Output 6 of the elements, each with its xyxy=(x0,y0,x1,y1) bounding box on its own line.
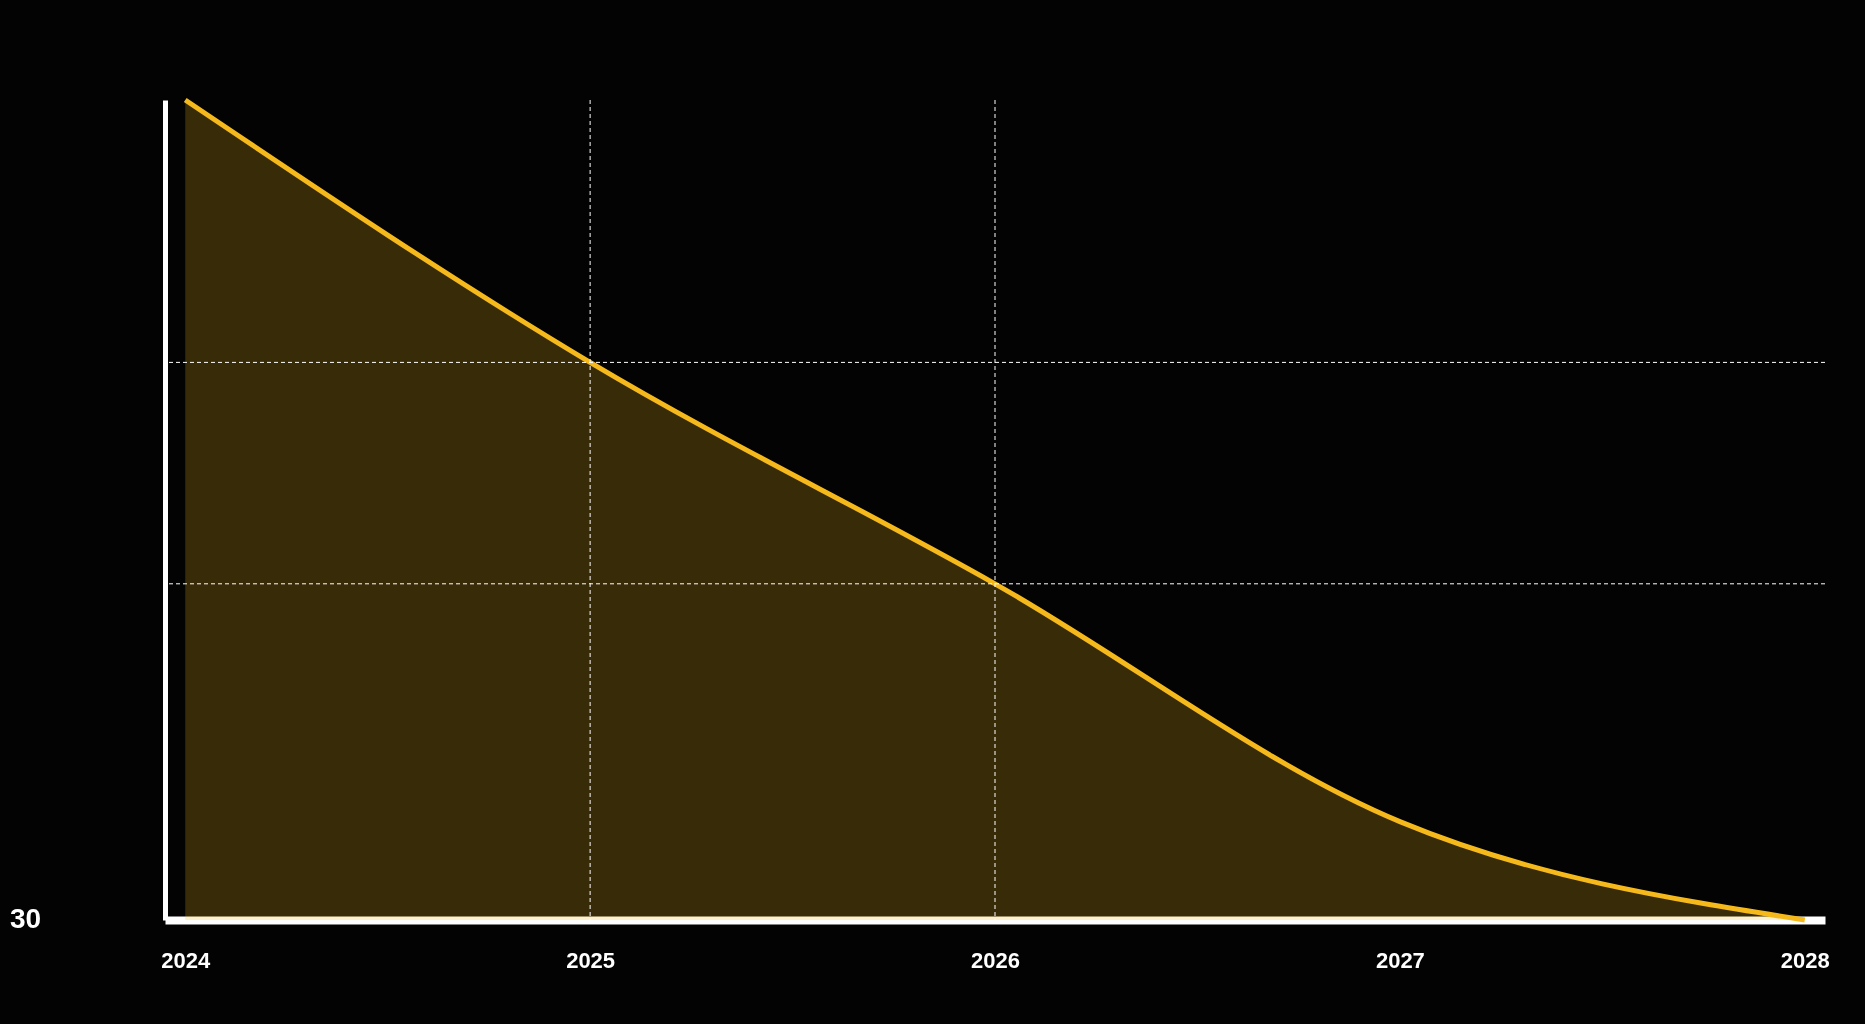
x-tick-label: 2027 xyxy=(1375,947,1425,973)
text: 30 xyxy=(10,903,42,934)
x-tick-label: 2028 xyxy=(1780,947,1830,973)
x-tick-label: 2026 xyxy=(971,947,1020,973)
x-tick-label: 2025 xyxy=(566,947,616,973)
x-tick-label: 2024 xyxy=(161,947,211,973)
